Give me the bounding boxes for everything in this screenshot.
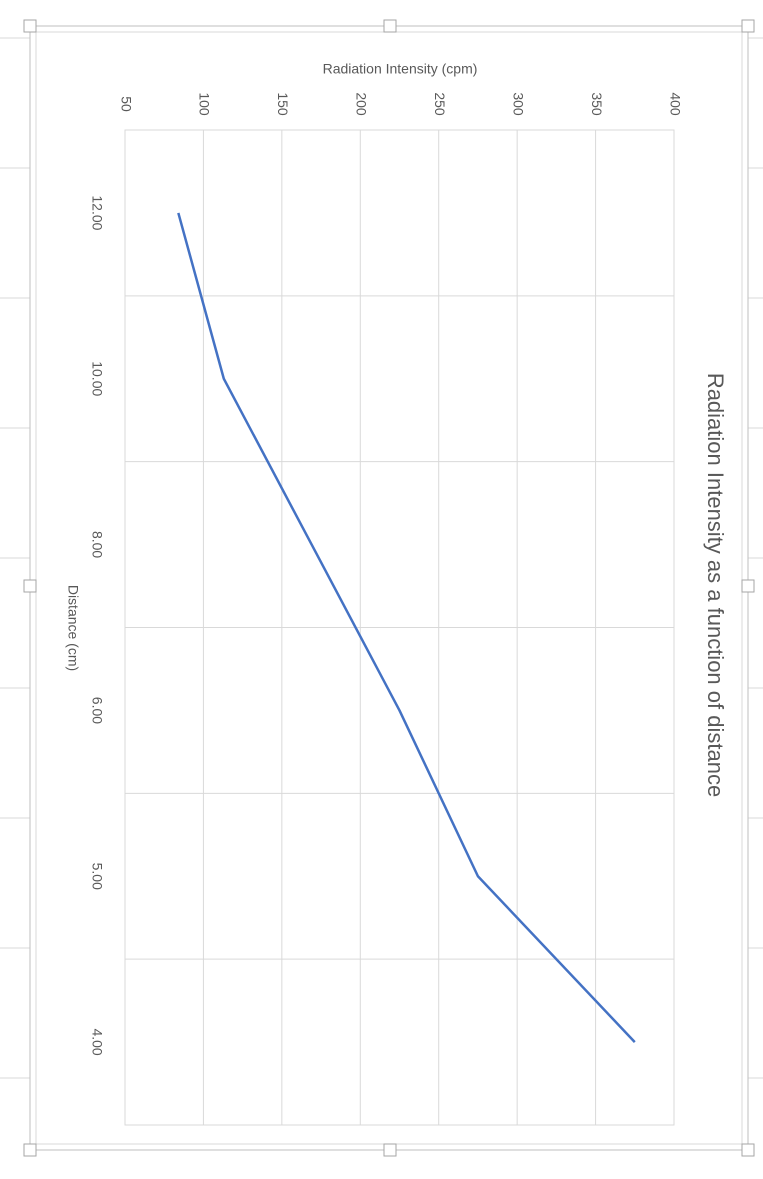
category-tick-label: 8.00 <box>89 531 105 558</box>
value-tick-label: 50 <box>118 96 134 112</box>
category-axis-title: Distance (cm) <box>65 585 81 671</box>
category-tick-label: 12.00 <box>89 195 105 230</box>
value-tick-label: 300 <box>510 92 526 116</box>
value-tick-label: 150 <box>275 92 291 116</box>
resize-handles <box>23 19 755 1157</box>
chart-area <box>29 25 749 1151</box>
value-tick-label: 400 <box>667 92 683 116</box>
value-tick-label: 250 <box>432 92 448 116</box>
category-tick-label: 10.00 <box>89 361 105 396</box>
value-tick-label: 100 <box>197 92 213 116</box>
category-tick-label: 4.00 <box>89 1028 105 1055</box>
value-tick-label: 200 <box>354 92 370 116</box>
value-tick-label: 350 <box>589 92 605 116</box>
value-axis-title: Radiation Intensity (cpm) <box>323 61 478 77</box>
category-tick-label: 5.00 <box>89 863 105 890</box>
category-tick-label: 6.00 <box>89 697 105 724</box>
chart-title: Radiation Intensity as a function of dis… <box>703 373 728 797</box>
data-line <box>177 212 636 1043</box>
